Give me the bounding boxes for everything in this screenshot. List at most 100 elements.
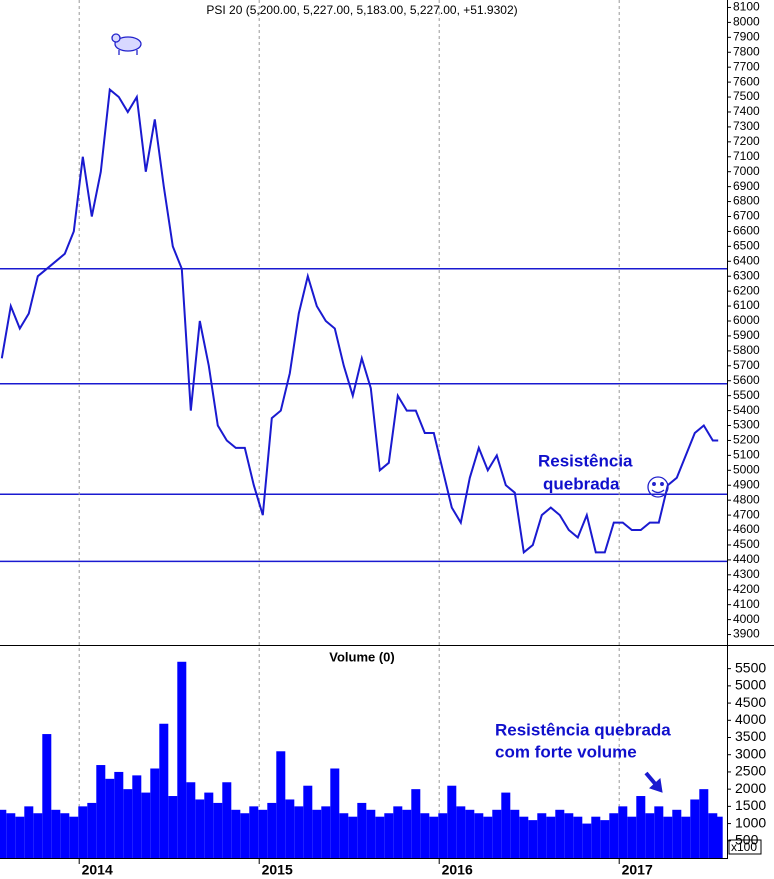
y-tick-label: 7600 — [733, 74, 760, 88]
volume-bar — [420, 813, 430, 858]
volume-bar — [168, 796, 178, 858]
volume-bar — [600, 820, 610, 858]
volume-bar — [150, 768, 160, 858]
volume-bar — [555, 809, 565, 858]
volume-bar — [546, 816, 556, 858]
volume-bar — [654, 806, 664, 858]
y-tick-label: 4800 — [733, 492, 760, 506]
y-tick-label: 4200 — [733, 582, 760, 596]
volume-bar — [573, 816, 583, 858]
y-tick-label: 6200 — [733, 283, 760, 297]
x-tick-label: 2016 — [442, 862, 473, 878]
y-tick-label: 6600 — [733, 224, 760, 238]
y-tick-label: 3900 — [733, 627, 760, 641]
volume-bar — [645, 813, 655, 858]
volume-bar — [123, 789, 133, 858]
volume-bar — [24, 806, 34, 858]
y-tick-label: 8000 — [733, 15, 760, 29]
volume-bar — [249, 806, 259, 858]
volume-bar — [483, 816, 493, 858]
volume-bar — [438, 813, 448, 858]
volume-bar — [474, 813, 484, 858]
y-tick-label: 7000 — [733, 164, 760, 178]
smiley-icon — [647, 476, 669, 498]
y-tick-label: 5900 — [733, 328, 760, 342]
y-tick-label: 7700 — [733, 59, 760, 73]
y-tick-label: 5500 — [733, 388, 760, 402]
y-tick-label: 7800 — [733, 44, 760, 58]
volume-bar — [195, 799, 205, 858]
volume-bar — [492, 809, 502, 858]
y-tick-label: 5100 — [733, 448, 760, 462]
y-tick-label: 4000 — [733, 612, 760, 626]
volume-bar — [681, 816, 691, 858]
volume-bar — [303, 785, 313, 858]
volume-bar — [609, 813, 619, 858]
y-tick-label: 4000 — [735, 711, 766, 727]
volume-bar — [357, 802, 367, 858]
plot — [0, 87, 723, 858]
volume-bar — [564, 813, 574, 858]
volume-bar — [627, 816, 637, 858]
y-tick-label: 4500 — [733, 537, 760, 551]
y-tick-label: 5600 — [733, 373, 760, 387]
volume-bar — [699, 789, 709, 858]
grid — [0, 0, 727, 858]
volume-bar — [330, 768, 340, 858]
y-tick-label: 5500 — [735, 659, 766, 675]
volume-bar — [501, 792, 511, 858]
volume-bar — [105, 778, 115, 858]
y-tick-label: 5000 — [733, 462, 760, 476]
volume-bar — [582, 823, 592, 858]
chart-title: Volume (0) — [329, 649, 395, 664]
volume-bar — [321, 806, 331, 858]
volume-bar — [177, 661, 187, 858]
y-tick-label: 7300 — [733, 119, 760, 133]
annotation: com forte volume — [495, 742, 637, 761]
volume-bar — [528, 820, 538, 858]
price-line — [0, 87, 719, 555]
volume-bar — [186, 782, 196, 858]
y-tick-label: 1000 — [735, 814, 766, 830]
y-tick-label: 5200 — [733, 433, 760, 447]
y-tick-label: 4500 — [735, 694, 766, 710]
volume-bar — [294, 806, 304, 858]
volume-bar — [708, 813, 718, 858]
y-tick-label: 4600 — [733, 522, 760, 536]
x-tick-label: 2015 — [262, 862, 293, 878]
volume-bar — [366, 809, 376, 858]
y-tick-label: 4400 — [733, 552, 760, 566]
volume-bar — [672, 809, 682, 858]
volume-bar — [213, 802, 223, 858]
y-tick-label: 5300 — [733, 418, 760, 432]
y-tick-label: 500 — [735, 831, 759, 847]
volume-bar — [713, 816, 723, 858]
arrow — [644, 771, 663, 793]
volume-bar — [141, 792, 151, 858]
volume-bar — [0, 809, 7, 858]
volume-bar — [312, 809, 322, 858]
y-tick-label: 2000 — [735, 780, 766, 796]
volume-bar — [69, 816, 79, 858]
y-tick-label: 7400 — [733, 104, 760, 118]
volume-bar — [339, 813, 349, 858]
y-tick-label: 8100 — [733, 0, 760, 14]
y-tick-label: 6100 — [733, 298, 760, 312]
volume-bar — [33, 813, 43, 858]
volume-bar — [519, 816, 529, 858]
y-tick-label: 1500 — [735, 797, 766, 813]
y-tick-label: 5400 — [733, 403, 760, 417]
volume-bar — [42, 734, 52, 858]
annotation: Resistência — [538, 451, 633, 470]
volume-bar — [402, 809, 412, 858]
volume-bar — [231, 809, 241, 858]
volume-bar — [60, 813, 70, 858]
volume-bar — [15, 816, 25, 858]
unit-box — [728, 839, 762, 855]
y-tick-label: 7900 — [733, 29, 760, 43]
volume-bar — [429, 816, 439, 858]
volume-bar — [258, 809, 268, 858]
volume-bar — [375, 816, 385, 858]
